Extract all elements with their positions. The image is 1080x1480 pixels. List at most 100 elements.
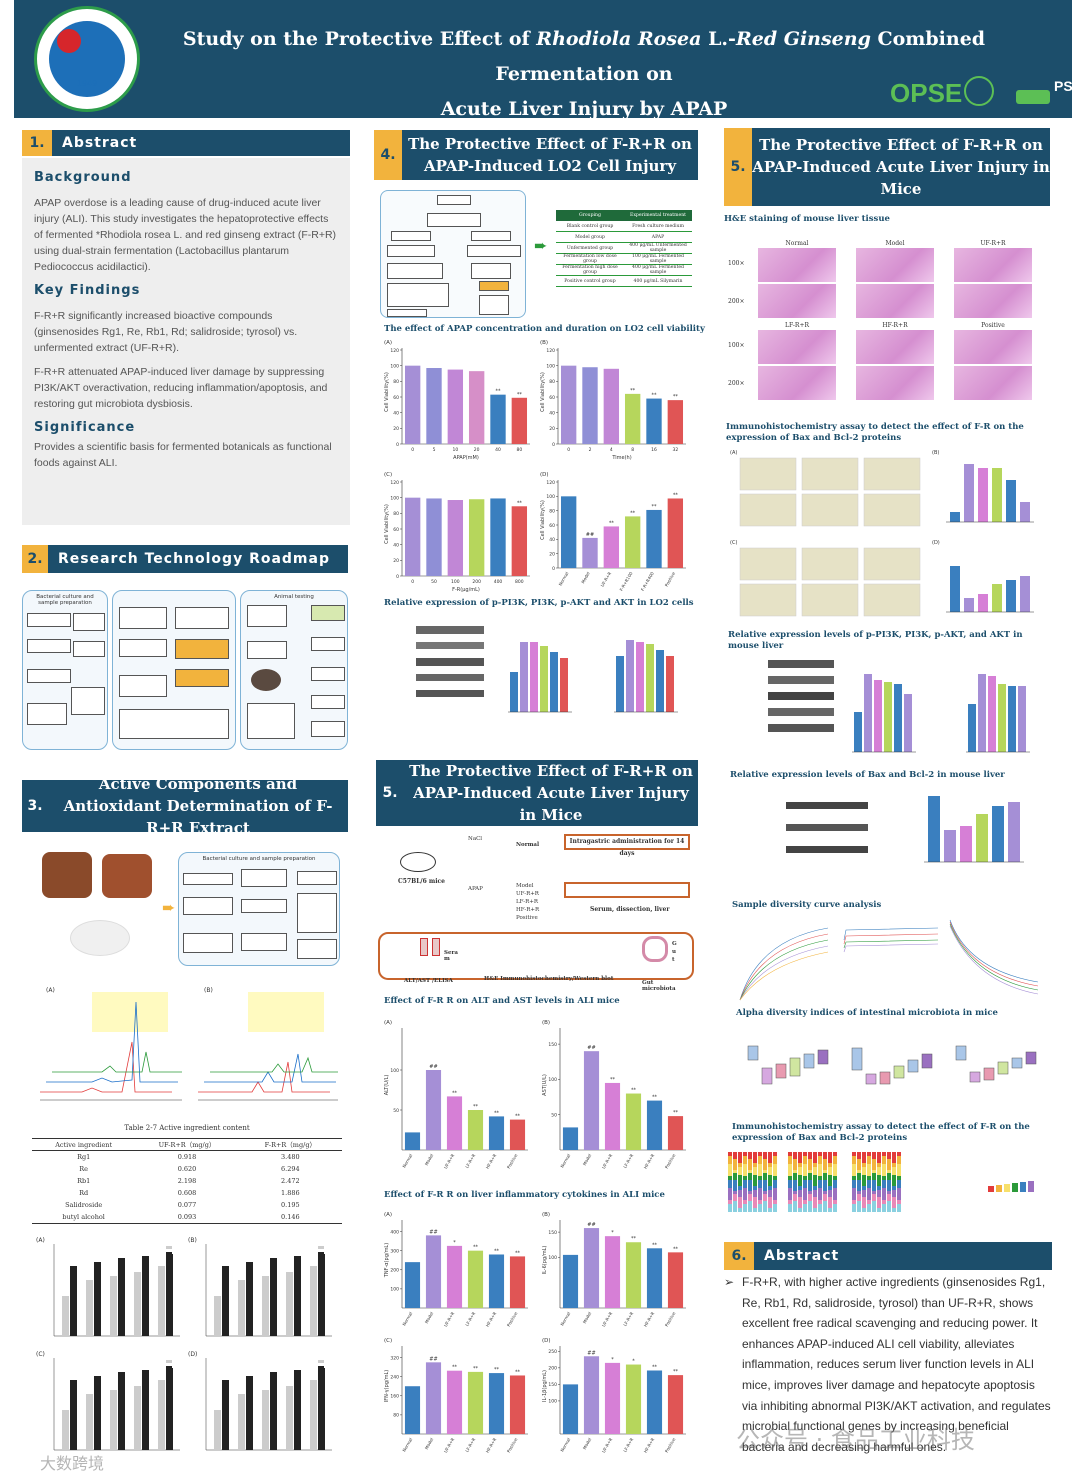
stack-segment [738, 1152, 742, 1164]
stack-segment [803, 1164, 807, 1176]
stack-segment [728, 1176, 732, 1180]
x-tick-label: Model [424, 1153, 435, 1166]
stack-segment [773, 1156, 777, 1164]
x-tick-label: Positive [664, 571, 677, 588]
panel-label: (B) [542, 1212, 550, 1218]
stacked-bar [753, 1152, 757, 1212]
significance-mark: ** [673, 1369, 679, 1375]
stack-segment [877, 1185, 881, 1190]
significance-mark: ** [673, 1110, 679, 1116]
x-tick-label: UF-R+R [601, 1437, 614, 1454]
stack-segment [852, 1156, 856, 1164]
bar [467, 1371, 484, 1434]
legend-swatch [166, 1252, 172, 1255]
y-tick-label: 100 [546, 363, 555, 369]
stack-segment [892, 1185, 896, 1190]
he-stain-tile [954, 366, 1032, 400]
serum-label: Serum, dissection, liver [590, 906, 670, 913]
stack-segment [808, 1169, 812, 1174]
stack-segment [882, 1200, 886, 1204]
x-tick-label: Normal [401, 1153, 413, 1169]
roadmap-col-2 [112, 590, 236, 750]
stack-segment [798, 1174, 802, 1186]
he-stain-tile [856, 330, 934, 364]
stack-segment [768, 1174, 772, 1186]
panel-label: (A) [46, 987, 55, 994]
table-cell: 0.077 [177, 1201, 197, 1209]
apap-label: APAP [468, 886, 483, 892]
hplc-svg: (A) (B) [40, 987, 338, 1101]
table-cell: 0.146 [281, 1213, 300, 1221]
bar [583, 1356, 600, 1434]
section-number: 4. [374, 130, 402, 180]
bar [562, 1254, 579, 1308]
x-tick-label: Normal [558, 571, 570, 587]
stack-segment [818, 1176, 822, 1180]
x-tick-label: 50 [431, 579, 437, 585]
bar [166, 1368, 173, 1450]
stack-segment [733, 1180, 737, 1191]
bar [488, 1254, 505, 1308]
caption-sample-diversity: Sample diversity curve analysis [732, 900, 882, 910]
bar [86, 1280, 93, 1336]
mouse-icon [251, 669, 281, 691]
stack-segment [748, 1194, 752, 1202]
bar [404, 365, 421, 444]
table-row: Salidroside 0.077 0.195 [32, 1199, 342, 1211]
he-stain-tile [856, 248, 934, 282]
stack-segment [862, 1152, 866, 1164]
magnification-label: 100× [728, 260, 745, 267]
bar [222, 1380, 229, 1450]
stack-segment [877, 1208, 881, 1212]
x-tick-label: HF-R+R [643, 1153, 656, 1170]
significance-mark: ** [652, 1242, 658, 1248]
stack-segment [823, 1159, 827, 1170]
table-header-row: Active ingredient UF-R+R（mg/g） F-R+R（mg/g） [32, 1139, 342, 1151]
legend-swatch [318, 1360, 324, 1363]
stack-segment [753, 1208, 757, 1212]
significance-mark: ** [630, 510, 636, 516]
stack-segment [887, 1194, 891, 1202]
bar [238, 1280, 245, 1336]
bar [583, 1051, 600, 1150]
group-cell: Fresh culture medium [632, 223, 684, 229]
stack-segment [867, 1188, 871, 1200]
alpha-svg [747, 1045, 1037, 1085]
bar [582, 537, 598, 568]
stack-segment [793, 1173, 797, 1181]
stack-segment [758, 1176, 762, 1180]
he-staining-figure: Normal Model UF-R+R LF-R+R HF-R+R Positive 100… [728, 240, 1044, 406]
stack-segment [813, 1197, 817, 1209]
stack-segment [763, 1173, 767, 1181]
stack-segment [823, 1152, 827, 1160]
stack-segment [818, 1200, 822, 1204]
he-stain-tile [758, 284, 836, 318]
significance-mark: ** [494, 1367, 500, 1373]
x-tick-label: Normal [559, 1153, 571, 1169]
stack-segment [798, 1163, 802, 1167]
stack-segment [763, 1201, 767, 1213]
stack-segment [857, 1152, 861, 1160]
table-row: butyl alcohol 0.093 0.146 [32, 1211, 342, 1223]
stack-segment [813, 1163, 817, 1167]
tube-icon [432, 938, 440, 956]
stack-segment [748, 1201, 752, 1213]
sera-label: Sera m [444, 950, 458, 962]
stack-segment [897, 1152, 901, 1156]
y-axis-label: Cell Viability(%) [540, 372, 546, 412]
y-tick-label: 40 [393, 410, 399, 416]
stack-segment [743, 1176, 747, 1180]
stack-segment [803, 1180, 807, 1188]
stack-segment [738, 1208, 742, 1212]
stack-segment [877, 1152, 881, 1164]
x-tick-label: LF-R+R [622, 1153, 634, 1169]
bax-bcl2-figure [728, 782, 1044, 898]
stack-segment [728, 1152, 732, 1156]
roadmap-col1-title: Bacterial culture and sample preparation [36, 594, 94, 606]
panel-label: (D) [188, 1351, 197, 1358]
y-axis-label: TNF-α(pg/mL) [384, 1243, 390, 1278]
stack-segment [867, 1164, 871, 1176]
y-axis-label: IFN-γ(pg/mL) [384, 1370, 390, 1402]
chart-tnf: (A) 100 200 300 400 TNF-α(pg/mL) Normal ## Model… [384, 1212, 528, 1328]
stack-segment [763, 1152, 767, 1160]
